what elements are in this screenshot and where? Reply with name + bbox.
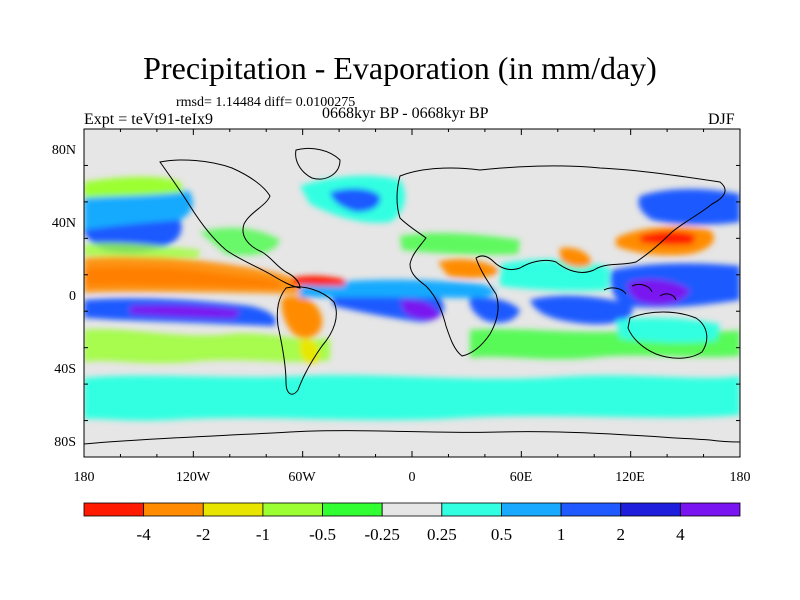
contour-wpac-purple	[627, 279, 690, 305]
lon-tick-label: 180	[74, 470, 95, 485]
season-label: DJF	[708, 111, 735, 128]
contour-jp-blue	[638, 189, 740, 225]
contour-field	[84, 175, 740, 421]
labelbar-swatch	[560, 502, 622, 517]
coast-south-america	[276, 286, 337, 395]
contour-natl-blue	[330, 188, 381, 212]
contour-southern-green	[84, 329, 330, 364]
plot-title: Precipitation - Evaporation (in mm/day)	[143, 50, 657, 86]
labelbar-swatch	[322, 502, 383, 517]
contour-aus-cyan	[616, 317, 720, 343]
contour-fringe-green-1	[200, 227, 280, 256]
labelbar-label: -2	[196, 525, 210, 544]
coast-antarctica	[84, 430, 740, 445]
contour-trop-orange	[84, 256, 300, 294]
contour-fringe-green-3	[400, 233, 520, 255]
labelbar-label: -0.5	[309, 525, 336, 544]
labelbar-label: 1	[557, 525, 566, 544]
lon-tick-label: 120E	[615, 470, 645, 485]
contour-africa-blue	[469, 297, 520, 323]
coastlines	[84, 147, 740, 445]
labelbar-label: 4	[676, 525, 685, 544]
labelbar-label: 0.5	[491, 525, 512, 544]
axis-tickmarks	[83, 128, 741, 458]
lon-tick-label: 180	[730, 470, 751, 485]
labelbar-label: 0.25	[427, 525, 457, 544]
coast-north-america	[159, 159, 301, 289]
experiment-label: Expt = teVt91-teIx9	[84, 111, 213, 128]
coast-indonesia	[603, 283, 677, 301]
period-label: 0668kyr BP - 0668kyr BP	[322, 105, 489, 122]
lon-tick-label: 60E	[510, 470, 533, 485]
contour-atl-purple	[400, 299, 440, 320]
labelbar-label: 2	[616, 525, 625, 544]
coast-eurasia-africa	[396, 165, 726, 357]
contour-trop-purple	[130, 305, 240, 318]
contour-samerica-orange	[281, 296, 323, 338]
labelbar-swatch	[441, 502, 502, 517]
contour-npac-green	[84, 176, 184, 198]
labelbar-swatch	[202, 502, 264, 517]
labelbar-swatch	[381, 502, 443, 517]
rmsd-diff-stats: rmsd= 1.14484 diff= 0.0100275	[176, 95, 356, 110]
labelbar-label: -0.25	[364, 525, 399, 544]
lon-tick-label: 120W	[176, 470, 211, 485]
contour-fringe-green-2	[84, 242, 200, 258]
labelbar-label: -4	[137, 525, 152, 544]
map-panel: 180 120W 60W 0 60E 120E 180 80N 40N 0 40…	[52, 128, 751, 485]
labelbar-swatch	[83, 502, 145, 517]
lon-tick-label: 0	[409, 470, 416, 485]
contour-india-orange	[560, 247, 592, 268]
contour-natl-red	[292, 275, 346, 286]
contour-atl-cyan	[300, 279, 495, 298]
labelbar-swatch	[143, 502, 204, 517]
labelbar-swatch	[262, 502, 323, 517]
lat-tick-label: 40S	[54, 362, 76, 377]
labelbar-label: -1	[256, 525, 270, 544]
lat-tick-label: 0	[69, 289, 76, 304]
labelbar-swatch	[501, 502, 562, 517]
lat-tick-label: 80N	[52, 143, 76, 158]
lat-tick-label: 80S	[54, 435, 76, 450]
contour-wpac-red	[640, 231, 696, 245]
lat-tick-label: 40N	[52, 216, 76, 231]
contour-io-cyan	[500, 259, 610, 291]
contour-southern-cyan	[84, 375, 740, 421]
contour-africa-orange	[438, 259, 500, 278]
labelbar-swatch	[679, 502, 741, 517]
coast-greenland	[295, 147, 341, 180]
coast-australia	[627, 311, 708, 359]
lon-tick-label: 60W	[288, 470, 316, 485]
color-labelbar: -4 -2 -1 -0.5 -0.25 0.25 0.5 1 2 4	[83, 502, 741, 544]
labelbar-swatch	[620, 502, 681, 517]
contour-io-blue	[530, 295, 633, 325]
